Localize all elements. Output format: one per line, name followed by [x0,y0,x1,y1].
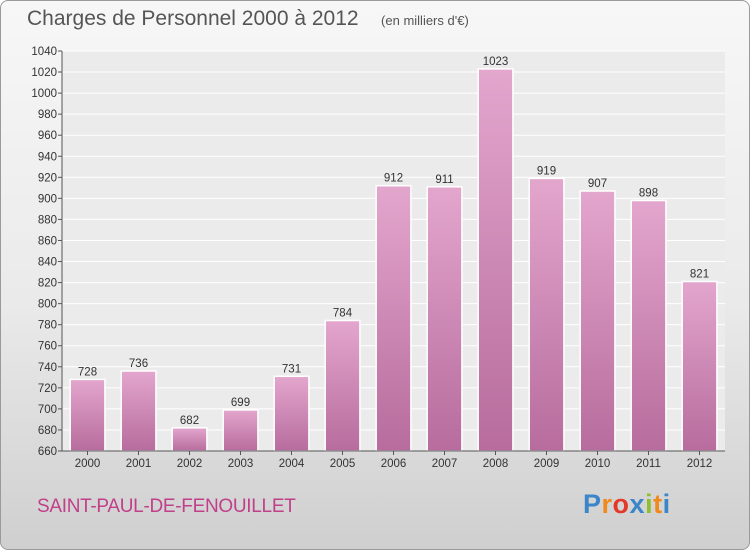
value-label-2003: 699 [231,397,250,409]
logo-letter: i [662,489,671,519]
logo-letter: r [601,489,613,519]
y-tick-label: 960 [38,130,57,142]
y-tick-label: 900 [38,193,57,205]
value-label-2008: 1023 [483,56,509,68]
bar-2001 [120,370,157,452]
y-tick-label: 800 [38,299,57,311]
x-tick-label-2006: 2006 [381,458,407,470]
bar-2012 [681,280,718,452]
y-tick-label: 860 [38,235,57,247]
value-label-2000: 728 [78,366,97,378]
bar-2008 [477,68,514,452]
y-tick-label: 720 [38,383,57,395]
logo-letter: i [645,489,654,519]
chart-title: Charges de Personnel 2000 à 2012 [27,7,359,30]
value-label-2009: 919 [537,165,556,177]
x-tick-label-2000: 2000 [75,458,101,470]
x-tick-label-2003: 2003 [228,458,254,470]
y-tick-label: 740 [38,362,57,374]
value-label-2004: 731 [282,363,301,375]
logo-letter: x [629,489,646,519]
value-label-2005: 784 [333,307,353,319]
x-tick-label-2011: 2011 [636,458,661,470]
value-label-2012: 821 [690,269,709,281]
x-tick-label-2007: 2007 [432,458,458,470]
y-tick-label: 920 [38,172,57,184]
proxiti-logo: Proxiti [583,489,671,520]
value-label-2011: 898 [639,187,658,199]
bar-2006 [375,184,412,452]
x-tick-label-2009: 2009 [534,458,560,470]
y-tick-label: 820 [38,278,57,290]
value-label-2001: 736 [129,358,148,370]
y-tick-label: 1040 [31,46,57,58]
value-label-2010: 907 [588,178,607,190]
bar-2011 [630,199,667,452]
x-tick-label-2008: 2008 [483,458,509,470]
y-tick-label: 980 [38,109,57,121]
bar-2004 [273,375,310,452]
bar-2003 [222,409,259,452]
bars [69,68,718,452]
y-tick-label: 940 [38,151,57,163]
x-tick-label-2002: 2002 [177,458,203,470]
y-tick-label: 840 [38,257,57,269]
y-tick-label: 880 [38,214,57,226]
y-axis: 660 680 700 720 740 760 780 800 820 840 860 880 900 9… [31,46,62,458]
value-label-2007: 911 [435,174,453,186]
y-tick-label: 760 [38,341,57,353]
logo-letter: t [653,489,663,519]
title-row: Charges de Personnel 2000 à 2012 (en mil… [27,7,469,31]
x-tick-label-2012: 2012 [687,458,713,470]
bar-2009 [528,177,565,452]
value-label-2006: 912 [384,173,403,185]
y-tick-label: 680 [38,425,57,437]
x-tick-label-2004: 2004 [279,458,305,470]
x-axis: 2000 2001 2002 2003 2004 2005 2006 2007 2008 2009… [75,451,713,470]
logo-letter: o [612,489,630,519]
value-label-2002: 682 [180,415,199,427]
y-tick-label: 780 [38,320,57,332]
y-tick-label: 700 [38,404,57,416]
commune-name: SAINT-PAUL-DE-FENOUILLET [37,496,296,517]
bar-2005 [324,319,361,452]
y-tick-label: 1000 [31,88,57,100]
value-labels: 728 736 682 699 731 784 912 911 1023 919 907 898 821 [78,56,709,427]
y-tick-label: 1020 [31,67,57,79]
bar-2010 [579,190,616,452]
x-tick-label-2005: 2005 [330,458,356,470]
x-tick-label-2010: 2010 [585,458,611,470]
bar-2007 [426,186,463,452]
logo-letter: P [583,489,602,519]
chart-subtitle: (en milliers d'€) [381,13,469,28]
bar-2002 [171,427,208,452]
bar-2000 [69,378,106,452]
y-tick-label: 660 [38,446,57,458]
x-tick-label-2001: 2001 [126,458,152,470]
